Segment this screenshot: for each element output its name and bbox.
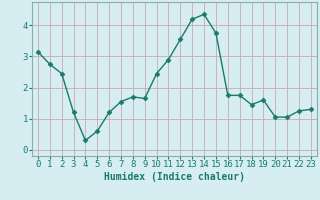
- X-axis label: Humidex (Indice chaleur): Humidex (Indice chaleur): [104, 172, 245, 182]
